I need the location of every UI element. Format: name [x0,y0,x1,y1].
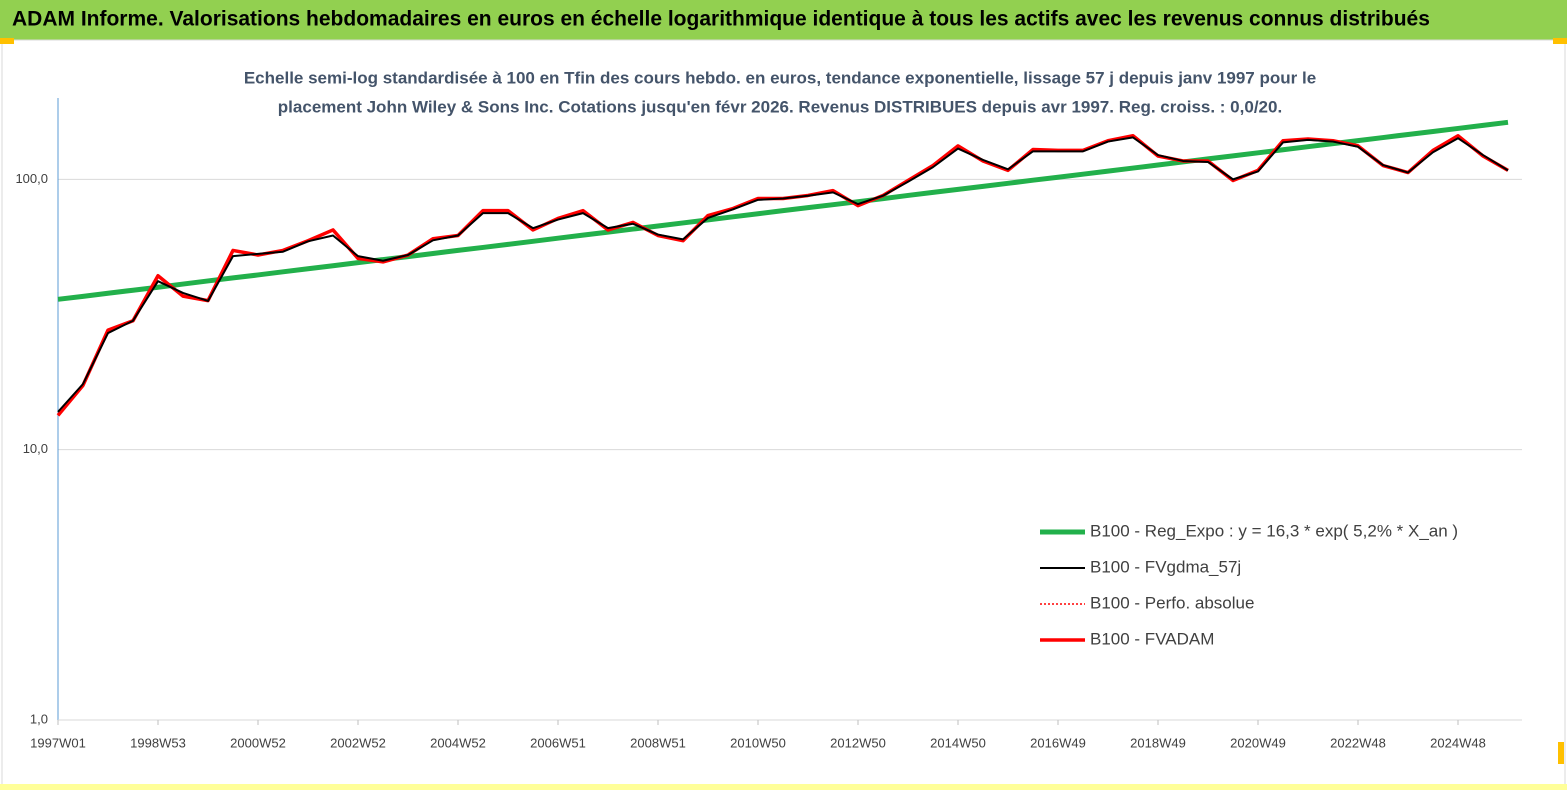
x-tick-label: 2016W49 [1030,735,1086,750]
plot: 1,0 10,0 100,0 1997W01 1998W53 2000W52 2002W52… [15,98,1522,750]
x-tick-label: 2010W50 [730,735,786,750]
series-line [57,119,1509,302]
subtitle: Echelle semi-log standardisée à 100 en T… [244,68,1316,87]
corner [1553,38,1567,44]
y-tick-label: 10,0 [23,441,48,456]
legend-label: B100 - FVgdma_57j [1090,557,1241,576]
x-tick-label: 2018W49 [1130,735,1186,750]
bottom-strip [0,784,1567,790]
header-title: ADAM Informe. Valorisations hebdomadaire… [12,8,1430,31]
x-tick-label: 1998W53 [130,735,186,750]
x-tick-label: 2024W48 [1430,735,1486,750]
x-tick-label: 2002W52 [330,735,386,750]
legend-label: B100 - FVADAM [1090,629,1214,648]
corner [1558,742,1564,764]
corner [0,38,14,44]
x-tick-label: 2008W51 [630,735,686,750]
x-tick-label: 2006W51 [530,735,586,750]
x-tick-label: 2000W52 [230,735,286,750]
x-tick-label: 2022W48 [1330,735,1386,750]
legend-label: B100 - Perfo. absolue [1090,593,1254,612]
x-tick-label: 2012W50 [830,735,886,750]
x-tick-label: 2014W50 [930,735,986,750]
y-tick-label: 100,0 [15,171,48,186]
x-tick-label: 1997W01 [30,735,86,750]
x-tick-label: 2004W52 [430,735,486,750]
legend-label: B100 - Reg_Expo : y = 16,3 * exp( 5,2% *… [1090,521,1458,540]
series-line [57,136,1509,413]
y-tick-label: 1,0 [30,711,48,726]
header-bar [0,0,1567,40]
subtitle: placement John Wiley & Sons Inc. Cotatio… [278,97,1282,116]
x-tick-label: 2020W49 [1230,735,1286,750]
